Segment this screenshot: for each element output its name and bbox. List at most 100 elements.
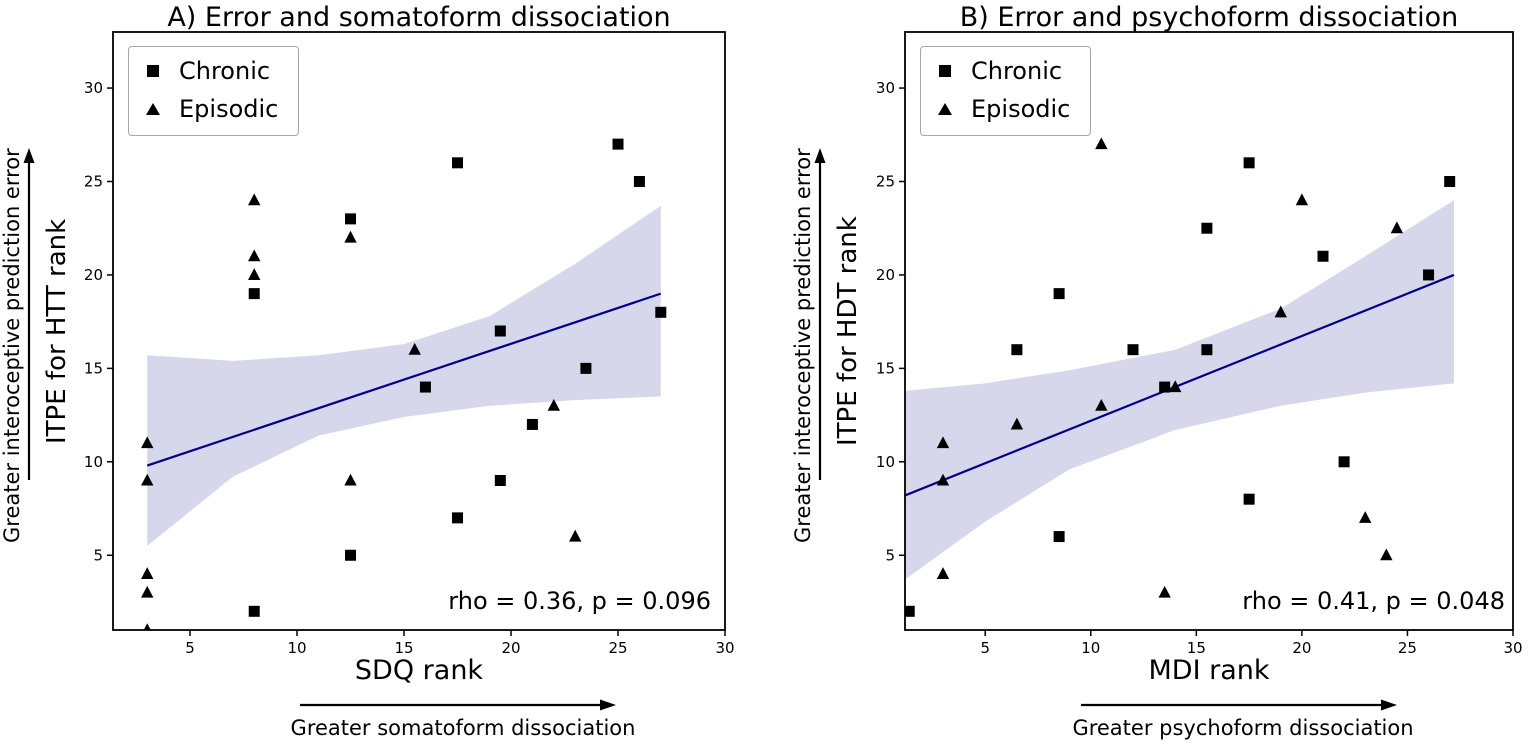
triangle-marker-icon bbox=[938, 103, 952, 115]
data-point-triangle bbox=[1158, 585, 1171, 598]
plot-border bbox=[112, 31, 726, 631]
x-tick-label: 5 bbox=[980, 639, 990, 657]
data-point-square bbox=[1444, 176, 1456, 187]
data-point-triangle bbox=[569, 529, 582, 542]
y-tick-label: 25 bbox=[876, 173, 895, 191]
data-point-triangle bbox=[1095, 398, 1108, 411]
data-point-triangle bbox=[248, 249, 261, 262]
legend-marker-cell bbox=[937, 103, 953, 115]
right-arrow-icon bbox=[1081, 699, 1397, 711]
x-tick-label: 10 bbox=[1081, 639, 1100, 657]
legend-item-chronic: Chronic bbox=[937, 57, 1070, 85]
panel-b-correlation-text: rho = 0.41, p = 0.048 bbox=[1242, 587, 1505, 615]
data-point-square bbox=[1243, 493, 1255, 505]
panel-b-plot: 5 10 15 20 25 30 5 10 15 20 25 30 bbox=[876, 31, 1523, 657]
x-tick-label: 30 bbox=[715, 639, 734, 657]
data-point-triangle bbox=[1169, 380, 1182, 393]
panel-a-correlation-text: rho = 0.36, p = 0.096 bbox=[448, 587, 711, 615]
data-point-triangle bbox=[1095, 137, 1108, 150]
data-point-square bbox=[452, 157, 464, 169]
panel-a-x-arrow-label: Greater somatoform dissociation bbox=[290, 716, 636, 740]
data-point-triangle bbox=[248, 268, 261, 280]
panel-a: 5 10 15 20 25 30 5 10 15 20 25 30 A) Error and soma… bbox=[0, 2, 735, 740]
data-point-triangle bbox=[408, 342, 421, 355]
plot-border bbox=[904, 31, 1514, 631]
right-arrow-icon bbox=[300, 699, 616, 711]
panel-b-xlabel: MDI rank bbox=[1148, 655, 1270, 686]
data-point-square bbox=[248, 288, 260, 300]
data-point-square bbox=[1053, 288, 1065, 300]
triangle-marker-icon bbox=[146, 103, 160, 115]
data-point-triangle bbox=[141, 473, 154, 486]
regression-line bbox=[146, 292, 662, 467]
y-tick-label: 5 bbox=[885, 546, 895, 564]
y-tick-label: 10 bbox=[876, 453, 895, 471]
y-tick-label: 15 bbox=[84, 359, 103, 377]
data-point-square bbox=[345, 549, 357, 561]
data-point-triangle bbox=[936, 567, 950, 579]
data-point-square bbox=[419, 381, 431, 393]
data-point-square bbox=[905, 605, 915, 617]
data-point-triangle bbox=[1274, 305, 1287, 318]
x-tick-label: 5 bbox=[185, 639, 195, 657]
plot-content bbox=[141, 138, 667, 630]
legend-marker-cell bbox=[145, 65, 161, 77]
confidence-band bbox=[147, 205, 661, 546]
x-tick-label: 20 bbox=[501, 639, 520, 657]
panel-b-title: B) Error and psychoform dissociation bbox=[959, 2, 1459, 33]
x-tick-label: 15 bbox=[1187, 639, 1206, 657]
data-point-square bbox=[1201, 222, 1213, 234]
data-point-square bbox=[345, 213, 357, 225]
panel-a-ylabel: ITPE for HTT rank bbox=[42, 218, 72, 444]
data-point-triangle bbox=[936, 473, 950, 486]
panel-a-plot: 5 10 15 20 25 30 5 10 15 20 25 30 bbox=[84, 31, 735, 657]
legend-item-episodic: Episodic bbox=[145, 95, 278, 123]
data-point-square bbox=[1243, 157, 1255, 169]
data-point-square bbox=[612, 138, 624, 150]
legend-label: Chronic bbox=[971, 57, 1063, 85]
legend: Chronic Episodic bbox=[128, 46, 300, 136]
data-point-square bbox=[494, 325, 506, 337]
data-point-square bbox=[655, 306, 667, 318]
up-arrow-icon bbox=[23, 148, 35, 480]
panel-b-x-arrow-label: Greater psychoform dissociation bbox=[1072, 716, 1414, 740]
data-point-triangle bbox=[141, 567, 154, 579]
data-point-square bbox=[1423, 269, 1435, 281]
y-tick-label: 30 bbox=[84, 79, 103, 97]
data-point-triangle bbox=[344, 230, 357, 243]
data-point-triangle bbox=[936, 436, 950, 449]
data-point-triangle bbox=[141, 585, 154, 598]
data-point-triangle bbox=[248, 193, 261, 206]
data-point-triangle bbox=[344, 473, 357, 486]
legend: Chronic Episodic bbox=[920, 46, 1092, 136]
data-point-square bbox=[1127, 344, 1139, 356]
legend-marker-cell bbox=[937, 65, 953, 77]
panel-b: 5 10 15 20 25 30 5 10 15 20 25 30 B) Error and psyc… bbox=[767, 0, 1535, 753]
data-point-triangle bbox=[1295, 193, 1309, 206]
y-tick-label: 25 bbox=[84, 173, 103, 191]
panel-b-ylabel: ITPE for HDT rank bbox=[833, 216, 863, 446]
data-point-square bbox=[526, 418, 538, 430]
data-point-triangle bbox=[143, 623, 151, 630]
x-tick-label: 30 bbox=[1503, 639, 1522, 657]
data-point-triangle bbox=[1390, 221, 1404, 234]
legend-label: Chronic bbox=[179, 57, 271, 85]
data-point-square bbox=[1317, 250, 1329, 262]
panel-a-title: A) Error and somatoform dissociation bbox=[167, 2, 671, 33]
legend-item-episodic: Episodic bbox=[937, 95, 1070, 123]
x-tick-label: 10 bbox=[287, 639, 306, 657]
data-point-triangle bbox=[547, 398, 561, 411]
data-point-triangle bbox=[1380, 548, 1393, 561]
y-tick-label: 30 bbox=[876, 79, 895, 97]
panel-a-xlabel: SDQ rank bbox=[354, 655, 484, 686]
y-tick-label: 20 bbox=[876, 266, 895, 284]
y-tick-label: 5 bbox=[93, 546, 103, 564]
x-tick-label: 25 bbox=[1398, 639, 1417, 657]
data-point-square bbox=[452, 512, 464, 524]
x-tick-label: 25 bbox=[608, 639, 627, 657]
legend-label: Episodic bbox=[971, 95, 1071, 123]
data-point-square bbox=[494, 475, 506, 486]
y-tick-label: 10 bbox=[84, 453, 103, 471]
square-marker-icon bbox=[939, 65, 951, 77]
